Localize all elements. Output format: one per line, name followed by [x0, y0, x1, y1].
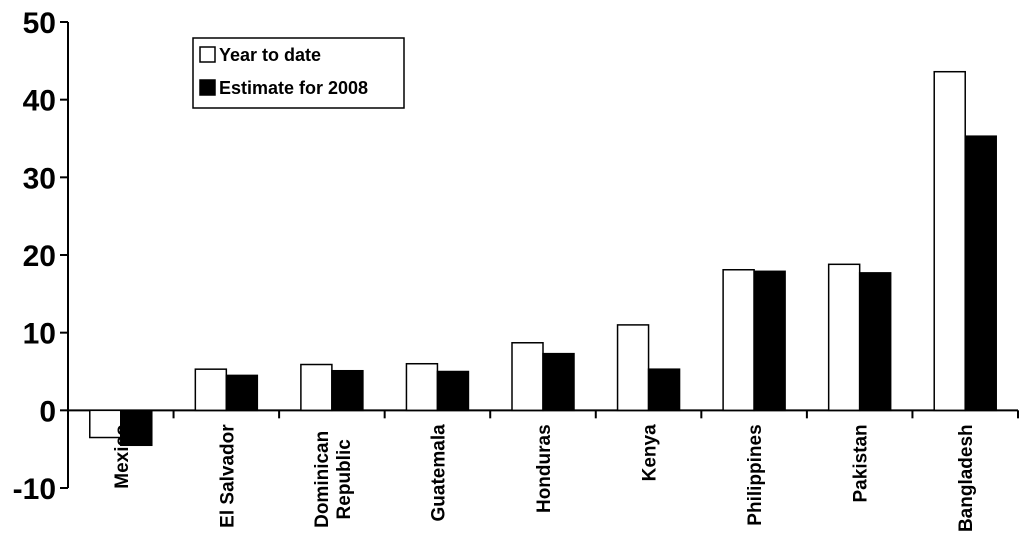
- legend-swatch-year-to-date: [199, 46, 216, 63]
- bar-estimate-2008: [542, 352, 575, 412]
- x-tick-label-line: Republic: [334, 439, 355, 520]
- bar-year-to-date: [194, 368, 228, 412]
- legend-frame: [192, 37, 405, 109]
- x-tick-label: DominicanRepublic: [312, 431, 355, 528]
- bars-group: [89, 70, 997, 447]
- x-tick-label-line: Guatemala: [428, 424, 449, 522]
- bar-year-to-date: [405, 362, 439, 412]
- x-tick-label-line: Philippines: [745, 424, 766, 525]
- x-tick-label-line: Mexico: [112, 424, 133, 488]
- y-tick-label: 50: [23, 7, 56, 40]
- x-tick-label: Honduras: [534, 424, 555, 513]
- x-tick-label-line: Dominican: [312, 431, 333, 528]
- x-tick-label-line: Pakistan: [851, 424, 872, 502]
- bar-year-to-date: [300, 363, 333, 412]
- bar-year-to-date: [722, 269, 755, 412]
- bar-estimate-2008: [647, 368, 681, 412]
- bar-estimate-2008: [120, 409, 153, 447]
- x-tick-label: El Salvador: [217, 424, 238, 528]
- legend-label-estimate-2008: Estimate for 2008: [219, 78, 368, 98]
- y-tick-label: -10: [13, 473, 56, 506]
- bar-year-to-date: [511, 342, 544, 412]
- x-tick-label: Guatemala: [428, 424, 449, 522]
- x-tick-label-line: El Salvador: [217, 424, 238, 528]
- x-tick-label: Mexico: [112, 424, 133, 488]
- x-tick-label: Philippines: [745, 424, 766, 525]
- x-tick-label-line: Honduras: [534, 424, 555, 513]
- bar-estimate-2008: [858, 272, 892, 412]
- y-tick-label: 30: [23, 162, 56, 195]
- x-tick-label: Kenya: [640, 424, 661, 481]
- x-tick-label: Bangladesh: [956, 424, 977, 532]
- y-tick-label: 40: [23, 85, 56, 118]
- x-tick-label-line: Kenya: [640, 424, 661, 481]
- bar-estimate-2008: [225, 374, 259, 412]
- x-tick-labels: Mexico El Salvador DominicanRepublic Guatem…: [112, 424, 977, 532]
- legend-swatch-estimate-2008: [199, 79, 216, 96]
- bar-year-to-date: [933, 70, 966, 412]
- bar-year-to-date: [827, 263, 861, 412]
- legend: Year to date Estimate for 2008: [192, 37, 405, 109]
- y-tick-label: 20: [23, 240, 56, 273]
- legend-label-year-to-date: Year to date: [219, 45, 321, 65]
- y-tick-label: 10: [23, 318, 56, 351]
- bar-estimate-2008: [436, 370, 470, 412]
- bar-estimate-2008: [753, 270, 786, 412]
- x-tick-label-line: Bangladesh: [956, 424, 977, 532]
- bar-year-to-date: [616, 324, 650, 412]
- x-tick-label: Pakistan: [851, 424, 872, 502]
- bar-estimate-2008: [331, 369, 364, 412]
- y-tick-label: 0: [39, 395, 56, 428]
- bar-estimate-2008: [964, 135, 997, 412]
